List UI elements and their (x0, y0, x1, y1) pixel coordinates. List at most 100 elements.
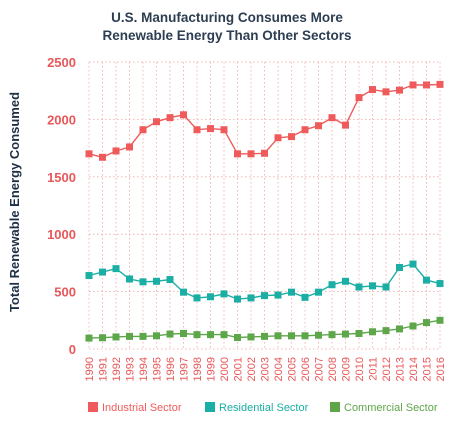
data-point (85, 272, 93, 280)
data-point (234, 150, 241, 158)
grid (88, 61, 441, 350)
data-point (301, 293, 309, 301)
data-point (99, 268, 106, 276)
data-point (328, 281, 336, 289)
legend-label: Residential Sector (219, 402, 309, 414)
legend: Industrial Sector Residential Sector Comme… (88, 402, 438, 414)
y-tick-label: 500 (54, 285, 76, 300)
data-point (247, 333, 255, 341)
data-point (112, 265, 120, 273)
data-point (180, 288, 187, 296)
series-2 (85, 316, 444, 342)
x-tick-label: 2000 (219, 357, 231, 381)
data-point (328, 114, 336, 122)
data-point (193, 126, 201, 134)
data-point (436, 316, 444, 324)
data-point (396, 325, 403, 333)
data-point (315, 288, 322, 296)
x-tick-label: 2010 (354, 357, 366, 381)
data-point (288, 288, 295, 296)
data-point (261, 292, 268, 300)
legend-swatch (205, 402, 215, 412)
chart-title-line-2: Renewable Energy Than Other Sectors (102, 28, 351, 43)
data-point (207, 125, 214, 133)
x-tick-label: 1999 (206, 357, 218, 381)
x-tick-label: 1994 (138, 357, 150, 381)
data-point (153, 277, 160, 285)
x-tick-label: 2006 (300, 357, 312, 381)
x-tick-label: 1995 (152, 357, 164, 381)
data-point (139, 332, 147, 340)
data-point (234, 295, 241, 303)
data-point (207, 293, 214, 301)
data-point (423, 319, 430, 327)
data-point (315, 331, 322, 339)
data-point (85, 150, 93, 158)
data-point (220, 126, 228, 134)
x-tick-label: 2009 (341, 357, 353, 381)
x-tick-label: 2007 (314, 357, 326, 381)
data-point (261, 149, 268, 157)
data-point (288, 332, 295, 340)
data-point (328, 331, 336, 339)
data-point (301, 332, 309, 340)
x-tick-label: 2013 (395, 357, 407, 381)
legend-item: Residential Sector (205, 402, 309, 414)
data-point (85, 334, 93, 342)
data-point (180, 330, 187, 338)
data-point (274, 291, 282, 299)
y-tick-label: 1500 (47, 170, 76, 185)
data-point (382, 283, 390, 291)
x-tick-label: 1990 (84, 357, 96, 381)
data-point (139, 278, 147, 286)
data-point (369, 86, 376, 94)
x-tick-label: 2011 (368, 357, 380, 381)
data-point (234, 334, 241, 342)
data-point (220, 331, 228, 339)
legend-label: Commercial Sector (344, 402, 438, 414)
x-tick-label: 2016 (435, 357, 447, 381)
series-1 (85, 260, 444, 303)
x-tick-label: 1991 (98, 357, 110, 381)
data-point (261, 332, 268, 340)
legend-swatch (330, 402, 340, 412)
x-tick-label: 1993 (125, 357, 137, 381)
data-point (355, 283, 363, 291)
x-tick-label: 1992 (111, 357, 123, 381)
data-point (396, 263, 403, 271)
data-point (382, 88, 390, 96)
data-point (369, 328, 376, 336)
data-point (409, 81, 417, 89)
data-point (247, 150, 255, 158)
y-tick-label: 2000 (47, 112, 76, 127)
x-axis-ticks: 1990 1991 1992 1993 1994 1995 1996 1997 1998 1999… (84, 357, 447, 381)
data-point (288, 133, 295, 141)
data-point (247, 294, 255, 302)
x-tick-label: 2002 (246, 357, 258, 381)
data-point (342, 121, 349, 129)
data-point (301, 126, 309, 134)
y-tick-label: 2500 (47, 55, 76, 70)
data-point (99, 334, 106, 342)
x-tick-label: 1996 (165, 357, 177, 381)
legend-swatch (88, 402, 98, 412)
data-point (166, 114, 174, 122)
x-tick-label: 2004 (273, 357, 285, 381)
x-tick-label: 2005 (287, 357, 299, 381)
data-point (369, 282, 376, 290)
data-point (139, 126, 147, 134)
data-point (126, 332, 133, 340)
data-point (274, 332, 282, 340)
x-tick-label: 2001 (233, 357, 245, 381)
data-point (355, 94, 363, 102)
x-tick-label: 2014 (408, 357, 420, 381)
chart-title-line-1: U.S. Manufacturing Consumes More (111, 10, 343, 25)
data-point (193, 331, 201, 339)
data-point (166, 330, 174, 338)
data-point (126, 143, 133, 151)
x-tick-label: 2003 (260, 357, 272, 381)
data-point (423, 276, 430, 284)
y-axis-ticks: 0 500 1000 1500 2000 2500 (47, 55, 76, 357)
data-point (382, 327, 390, 335)
